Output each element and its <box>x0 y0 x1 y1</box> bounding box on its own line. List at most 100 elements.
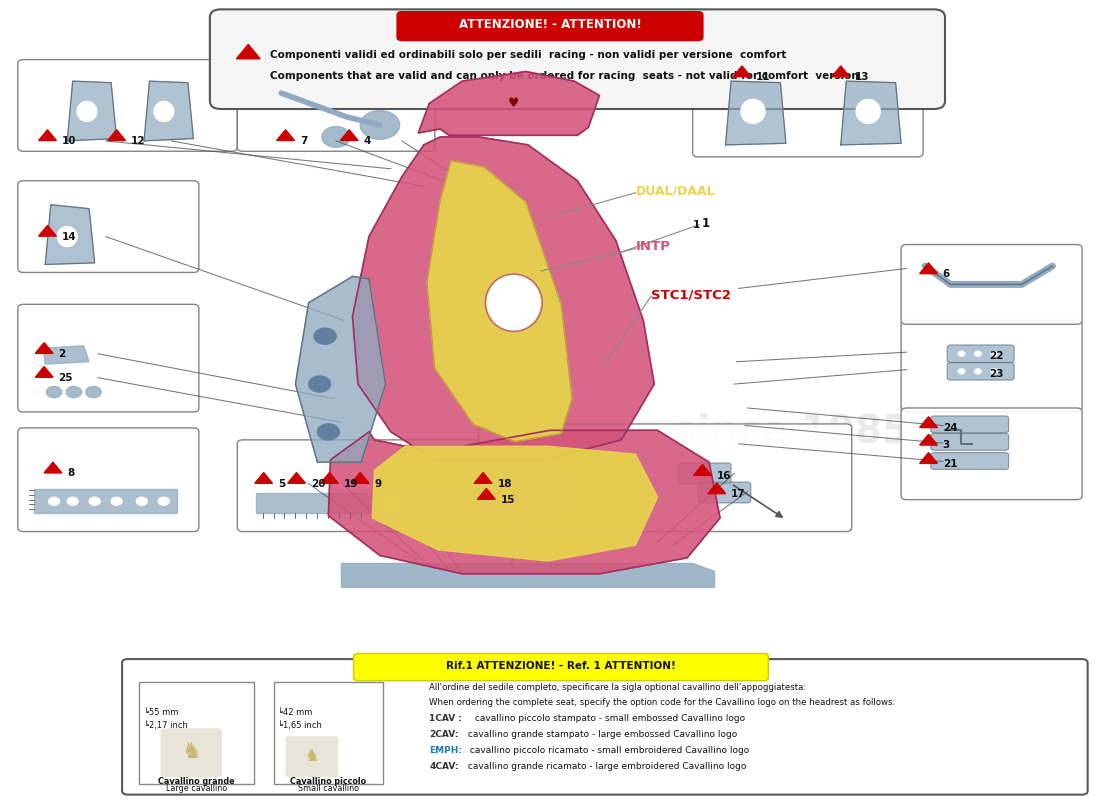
Polygon shape <box>352 137 654 460</box>
FancyBboxPatch shape <box>210 10 945 109</box>
Circle shape <box>89 498 100 506</box>
Polygon shape <box>351 473 370 483</box>
Text: Componenti validi ed ordinabili solo per sedili  racing - non validi per version: Componenti validi ed ordinabili solo per… <box>271 50 786 60</box>
Polygon shape <box>320 473 339 483</box>
Text: 1CAV :: 1CAV : <box>429 714 462 723</box>
Text: 3: 3 <box>943 441 950 450</box>
Text: STC1/STC2: STC1/STC2 <box>651 288 730 302</box>
Circle shape <box>48 498 59 506</box>
Polygon shape <box>288 473 306 483</box>
Text: 2CAV:: 2CAV: <box>429 730 459 739</box>
Text: 9: 9 <box>374 478 382 489</box>
Text: since 1985: since 1985 <box>674 413 909 451</box>
FancyBboxPatch shape <box>18 304 199 412</box>
Text: Cavallino piccolo: Cavallino piccolo <box>290 777 366 786</box>
FancyBboxPatch shape <box>947 345 1014 362</box>
Circle shape <box>958 369 965 374</box>
Circle shape <box>322 126 350 147</box>
Circle shape <box>382 498 399 510</box>
Text: Cavallino grande: Cavallino grande <box>158 777 235 786</box>
Circle shape <box>958 351 965 356</box>
FancyBboxPatch shape <box>901 245 1082 324</box>
Circle shape <box>318 424 339 440</box>
Polygon shape <box>920 263 937 274</box>
Circle shape <box>46 386 62 398</box>
Text: 15: 15 <box>500 494 515 505</box>
Text: Rif.1 ATTENZIONE! - Ref. 1 ATTENTION!: Rif.1 ATTENZIONE! - Ref. 1 ATTENTION! <box>446 662 675 671</box>
Circle shape <box>315 328 336 344</box>
Circle shape <box>991 369 998 374</box>
Ellipse shape <box>741 99 766 123</box>
Polygon shape <box>418 71 600 135</box>
Circle shape <box>309 376 331 392</box>
Polygon shape <box>733 66 751 77</box>
Text: 19: 19 <box>343 478 359 489</box>
Polygon shape <box>920 417 937 427</box>
FancyBboxPatch shape <box>478 424 851 531</box>
Polygon shape <box>236 45 260 58</box>
Text: 4CAV:: 4CAV: <box>429 762 459 771</box>
Polygon shape <box>920 434 937 445</box>
Text: ♞: ♞ <box>305 747 319 766</box>
Text: cavallino piccolo stampato - small embossed Cavallino logo: cavallino piccolo stampato - small embos… <box>472 714 745 723</box>
Text: INTP: INTP <box>636 241 671 254</box>
Text: ♥: ♥ <box>508 97 519 110</box>
Polygon shape <box>474 473 492 483</box>
Text: 2: 2 <box>58 349 66 358</box>
Polygon shape <box>277 130 295 141</box>
Text: 1: 1 <box>693 220 700 230</box>
Circle shape <box>975 351 981 356</box>
Text: ╘42 mm: ╘42 mm <box>278 708 312 717</box>
Circle shape <box>975 369 981 374</box>
Ellipse shape <box>487 276 540 330</box>
FancyBboxPatch shape <box>901 408 1082 500</box>
Text: 10: 10 <box>62 136 76 146</box>
FancyBboxPatch shape <box>238 59 434 151</box>
Polygon shape <box>144 81 194 141</box>
FancyBboxPatch shape <box>286 737 338 777</box>
Polygon shape <box>708 483 726 494</box>
Text: All'ordine del sedile completo, specificare la sigla optional cavallino dell'app: All'ordine del sedile completo, specific… <box>429 682 806 691</box>
FancyBboxPatch shape <box>679 463 732 484</box>
Polygon shape <box>372 446 658 561</box>
Text: 16: 16 <box>717 470 732 481</box>
Circle shape <box>360 110 399 139</box>
Text: 6: 6 <box>943 269 950 279</box>
Bar <box>274 682 383 784</box>
FancyBboxPatch shape <box>122 659 1088 794</box>
Polygon shape <box>341 563 715 587</box>
Text: ╘1,65 inch: ╘1,65 inch <box>278 721 322 730</box>
Text: EMPH:: EMPH: <box>429 746 462 755</box>
FancyBboxPatch shape <box>698 482 751 503</box>
Text: 14: 14 <box>62 231 76 242</box>
FancyBboxPatch shape <box>931 434 1009 450</box>
Polygon shape <box>329 430 720 574</box>
Text: 23: 23 <box>989 369 1003 378</box>
Polygon shape <box>43 346 89 364</box>
Circle shape <box>66 386 81 398</box>
Text: 17: 17 <box>732 489 746 499</box>
FancyBboxPatch shape <box>396 11 704 42</box>
Text: ATTENZIONE! - ATTENTION!: ATTENZIONE! - ATTENTION! <box>459 18 641 31</box>
Text: cavallino grande stampato - large embossed Cavallino logo: cavallino grande stampato - large emboss… <box>465 730 737 739</box>
Text: 8: 8 <box>67 468 75 478</box>
Polygon shape <box>694 465 712 475</box>
Polygon shape <box>39 226 56 236</box>
Text: 22: 22 <box>989 351 1003 361</box>
Text: 25: 25 <box>58 373 73 382</box>
Text: 7: 7 <box>300 136 307 146</box>
FancyBboxPatch shape <box>947 362 1014 380</box>
Ellipse shape <box>154 102 174 122</box>
Text: ╘55 mm: ╘55 mm <box>144 708 178 717</box>
Circle shape <box>86 386 101 398</box>
FancyBboxPatch shape <box>525 476 573 498</box>
FancyBboxPatch shape <box>931 416 1009 433</box>
FancyBboxPatch shape <box>18 59 238 151</box>
Bar <box>256 494 569 514</box>
Circle shape <box>67 498 78 506</box>
Circle shape <box>136 498 147 506</box>
FancyBboxPatch shape <box>18 428 199 531</box>
Polygon shape <box>35 342 53 354</box>
Polygon shape <box>45 205 95 265</box>
Polygon shape <box>35 366 53 378</box>
